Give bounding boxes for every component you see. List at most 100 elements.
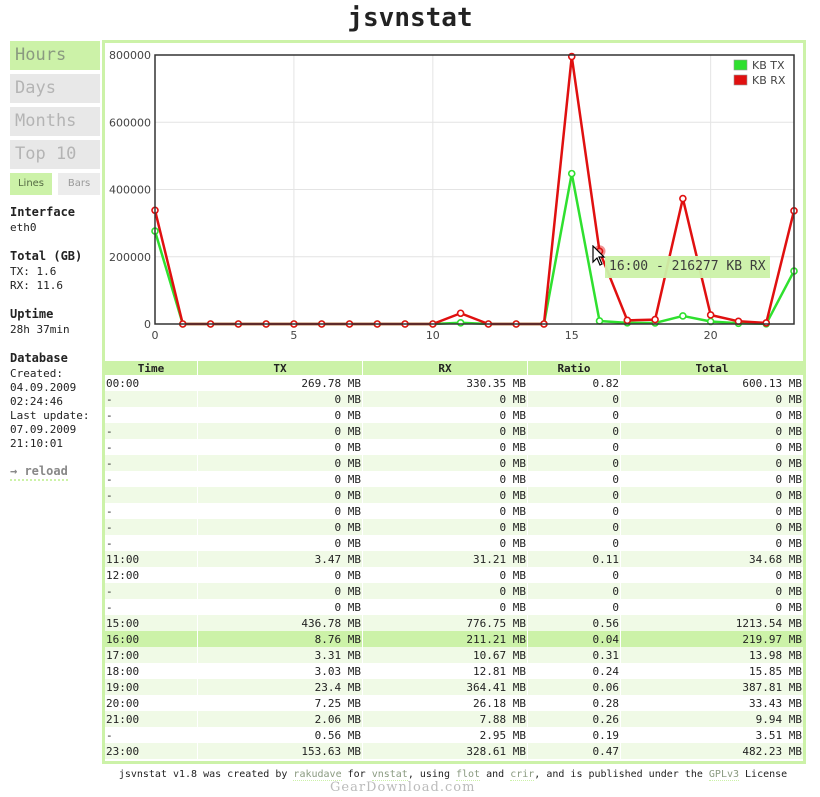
cell-tx: 0.56 MB bbox=[314, 728, 361, 742]
cell-ratio: 0 bbox=[528, 423, 620, 439]
footer-text: jsvnstat v1.8 was created by bbox=[118, 769, 294, 780]
traffic-table: Time TX RX Ratio Total 00:00 269.78 MB 330… bbox=[104, 361, 804, 759]
cell-total: 387.81 MB bbox=[621, 679, 803, 695]
crir-link[interactable]: crir bbox=[510, 769, 535, 781]
cell-total: 33.43 MB bbox=[749, 696, 802, 710]
flot-link[interactable]: flot bbox=[456, 769, 481, 781]
table-row: -0 MB 0 MB 0 0 MB bbox=[105, 423, 803, 439]
table-row: -0 MB 0 MB 0 0 MB bbox=[105, 487, 803, 503]
nav-top10-button[interactable]: Top 10 bbox=[10, 140, 100, 169]
cell-total: 0 MB bbox=[621, 519, 803, 535]
x-tick-label: 10 bbox=[426, 329, 440, 341]
cell-time: 16:00 bbox=[105, 631, 197, 647]
bars-mode-button[interactable]: Bars bbox=[58, 173, 100, 195]
data-point-rx[interactable] bbox=[456, 309, 465, 318]
cell-rx: 10.67 MB bbox=[363, 647, 527, 663]
column-header-total: Total bbox=[621, 361, 803, 375]
data-point-rx[interactable] bbox=[623, 316, 632, 325]
data-point-tx[interactable] bbox=[679, 312, 687, 320]
table-row: - 0.56 MB 2.95 MB 0.19 3.51 MB bbox=[105, 727, 803, 743]
footer: jsvnstat v1.8 was created by rakudave fo… bbox=[0, 769, 820, 781]
cell-tx: 3.31 MB bbox=[198, 647, 362, 663]
data-point-rx[interactable] bbox=[762, 319, 771, 327]
database-label: Database bbox=[10, 351, 68, 365]
series-line-rx bbox=[153, 55, 796, 326]
x-axis: 0 5 10 15 20 bbox=[152, 329, 718, 341]
cell-rx: 0 MB bbox=[499, 504, 527, 518]
reload-link[interactable]: → reload bbox=[10, 464, 68, 481]
table-row: 17:00 3.31 MB 10.67 MB 0.31 13.98 MB bbox=[105, 647, 803, 663]
cell-ratio: 0.24 bbox=[592, 664, 620, 678]
license-link[interactable]: GPLv3 bbox=[708, 769, 740, 781]
cell-tx: 0 MB bbox=[334, 440, 362, 454]
cell-total: 3.51 MB bbox=[755, 728, 802, 742]
table-row: -0 MB 0 MB 0 0 MB bbox=[105, 503, 803, 519]
data-point-tx[interactable] bbox=[567, 169, 576, 178]
cell-time: 20:00 bbox=[106, 696, 140, 710]
table-row: -0 MB 0 MB 0 0 MB bbox=[105, 535, 803, 551]
table-row: 15:00 436.78 MB 776.75 MB 0.56 1213.54 MB bbox=[105, 615, 803, 631]
data-point-rx[interactable] bbox=[706, 311, 715, 319]
created-date: 04.09.2009 bbox=[10, 381, 77, 394]
cell-total: 15.85 MB bbox=[749, 664, 802, 678]
lines-mode-button[interactable]: Lines bbox=[10, 173, 52, 195]
x-tick-label: 20 bbox=[704, 329, 718, 341]
table-row: 21:00 2.06 MB 7.88 MB 0.26 9.94 MB bbox=[105, 711, 803, 727]
table-row: -0 MB 0 MB 0 0 MB bbox=[105, 407, 803, 423]
data-point-tx[interactable] bbox=[456, 319, 465, 327]
table-row: 00:00 269.78 MB 330.35 MB 0.82 600.13 MB bbox=[105, 375, 803, 391]
chart-grid bbox=[154, 54, 794, 325]
cell-rx: 364.41 MB bbox=[363, 679, 527, 695]
table-row: 18:00 3.03 MB 12.81 MB 0.24 15.85 MB bbox=[105, 663, 803, 679]
nav-days-button[interactable]: Days bbox=[10, 74, 100, 103]
x-tick-label: 15 bbox=[565, 329, 579, 341]
author-link[interactable]: rakudave bbox=[293, 769, 342, 781]
vnstat-link[interactable]: vnstat bbox=[371, 769, 408, 781]
data-point-rx[interactable] bbox=[679, 194, 687, 203]
cell-tx: 3.47 MB bbox=[198, 551, 362, 567]
total-tx: TX: 1.6 bbox=[10, 265, 57, 278]
y-tick-label: 600000 bbox=[109, 116, 151, 129]
cell-tx: 0 MB bbox=[198, 487, 362, 503]
traffic-chart[interactable]: 0 200000 400000 600000 800000 0 5 10 15 20 KB TX… bbox=[103, 41, 803, 341]
x-tick-label: 5 bbox=[290, 329, 297, 341]
table-row: -0 MB 0 MB 0 0 MB bbox=[105, 519, 803, 535]
cell-time: 21:00 bbox=[105, 711, 197, 727]
interface-value: eth0 bbox=[10, 221, 37, 234]
table-row: 11:00 3.47 MB 31.21 MB 0.11 34.68 MB bbox=[105, 551, 803, 567]
cell-ratio: 0 bbox=[612, 472, 619, 486]
cell-time: 23:00 bbox=[105, 743, 197, 759]
last-update-time: 21:10:01 bbox=[10, 437, 63, 450]
cell-tx: 436.78 MB bbox=[198, 615, 362, 631]
cell-time: - bbox=[106, 728, 113, 742]
cell-time: - bbox=[105, 487, 197, 503]
legend-swatch bbox=[733, 74, 748, 86]
cell-total: 600.13 MB bbox=[742, 376, 802, 390]
footer-text: License bbox=[739, 769, 788, 780]
cell-total: 13.98 MB bbox=[621, 647, 803, 663]
cell-tx: 0 MB bbox=[198, 519, 362, 535]
cell-rx: 0 MB bbox=[499, 440, 527, 454]
cell-total: 0 MB bbox=[621, 583, 803, 599]
cell-total: 0 MB bbox=[775, 600, 803, 614]
cell-tx: 3.03 MB bbox=[314, 664, 361, 678]
nav-months-button[interactable]: Months bbox=[10, 107, 100, 136]
table-row: -0 MB 0 MB 0 0 MB bbox=[105, 455, 803, 471]
cell-time: 12:00 bbox=[106, 568, 140, 582]
cell-ratio: 0 bbox=[528, 391, 620, 407]
data-point-rx[interactable] bbox=[651, 315, 659, 324]
cell-tx: 8.76 MB bbox=[198, 631, 362, 647]
column-header-tx: TX bbox=[198, 361, 362, 375]
cell-total: 0 MB bbox=[621, 423, 803, 439]
cell-ratio: 0.19 bbox=[592, 728, 620, 742]
cell-ratio: 0 bbox=[528, 583, 620, 599]
cell-time: - bbox=[106, 600, 113, 614]
cell-ratio: 0 bbox=[612, 568, 619, 582]
footer-text: for bbox=[341, 769, 372, 780]
data-point-tx[interactable] bbox=[595, 317, 604, 325]
nav-hours-button[interactable]: Hours bbox=[10, 41, 100, 70]
table-header-row: Time TX RX Ratio Total bbox=[105, 361, 803, 375]
cell-ratio: 0.04 bbox=[528, 631, 620, 647]
interface-label: Interface bbox=[10, 205, 76, 219]
cell-tx: 0 MB bbox=[198, 423, 362, 439]
